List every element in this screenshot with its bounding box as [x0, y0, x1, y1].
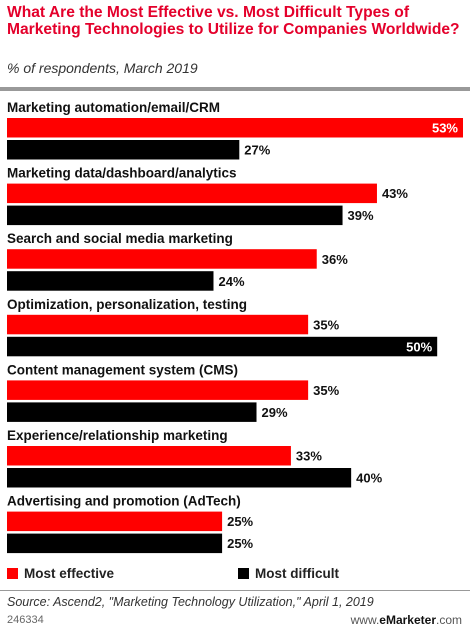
legend-item-effective: Most effective: [7, 566, 114, 581]
bar-most-difficult-marketing-data-dashboard-analytics: [7, 205, 343, 226]
data-label-most-difficult-experience-relationship-marketing: 40%: [356, 471, 382, 486]
chart-subtitle: % of respondents, March 2019: [7, 60, 198, 76]
bar-most-effective-advertising-and-promotion-adtech: [7, 511, 223, 532]
bar-most-effective-marketing-automation-email-crm: [7, 118, 463, 138]
category-label-content-management-system-cms: Content management system (CMS): [7, 362, 238, 377]
bar-most-difficult-advertising-and-promotion-adtech: [7, 533, 223, 554]
bar-most-difficult-marketing-automation-email-crm: [7, 140, 240, 160]
bar-most-difficult-search-and-social-media-marketing: [7, 271, 214, 291]
brand-suffix: .com: [435, 613, 462, 627]
chart-id: 246334: [7, 614, 44, 626]
data-label-most-effective-search-and-social-media-marketing: 36%: [322, 252, 348, 267]
legend-swatch-difficult: [238, 568, 249, 579]
data-label-most-effective-advertising-and-promotion-adtech: 25%: [227, 514, 253, 529]
legend-label-effective: Most effective: [24, 566, 115, 581]
bar-most-difficult-optimization-personalization-testing: [7, 336, 438, 357]
legend-item-difficult: Most difficult: [238, 566, 339, 581]
brand-prefix: www.: [350, 613, 380, 627]
chart-title: What Are the Most Effective vs. Most Dif…: [7, 4, 460, 38]
data-label-most-effective-content-management-system-cms: 35%: [313, 383, 339, 398]
bar-most-effective-optimization-personalization-testing: [7, 314, 309, 335]
data-label-most-difficult-marketing-data-dashboard-analytics: 39%: [348, 208, 374, 223]
data-label-most-effective-experience-relationship-marketing: 33%: [296, 449, 322, 464]
data-label-most-difficult-marketing-automation-email-crm: 27%: [244, 143, 270, 158]
bar-most-effective-content-management-system-cms: [7, 380, 309, 400]
category-label-marketing-automation-email-crm: Marketing automation/email/CRM: [7, 100, 220, 115]
category-label-experience-relationship-marketing: Experience/relationship marketing: [7, 428, 228, 443]
bar-chart: Marketing automation/email/CRM 53% 27% Mark…: [7, 100, 463, 554]
data-label-most-effective-marketing-data-dashboard-analytics: 43%: [382, 186, 408, 201]
source-note: Source: Ascend2, "Marketing Technology U…: [7, 595, 374, 609]
data-label-most-effective-optimization-personalization-testing: 35%: [313, 317, 339, 332]
category-label-optimization-personalization-testing: Optimization, personalization, testing: [7, 297, 247, 312]
bar-most-difficult-content-management-system-cms: [7, 402, 257, 422]
brand-name: eMarketer: [379, 613, 436, 627]
bottom-divider: [0, 590, 470, 591]
legend: Most effective Most difficult: [0, 562, 470, 586]
data-label-most-difficult-optimization-personalization-testing: 50%: [406, 339, 432, 354]
bar-most-effective-search-and-social-media-marketing: [7, 249, 317, 269]
data-label-most-effective-marketing-automation-email-crm: 53%: [432, 121, 458, 136]
bar-most-effective-experience-relationship-marketing: [7, 446, 291, 466]
data-label-most-difficult-advertising-and-promotion-adtech: 25%: [227, 536, 253, 551]
legend-swatch-effective: [7, 568, 18, 579]
data-label-most-difficult-content-management-system-cms: 29%: [262, 405, 288, 420]
category-label-marketing-data-dashboard-analytics: Marketing data/dashboard/analytics: [7, 166, 237, 181]
brand-logo[interactable]: www.eMarketer.com: [351, 613, 462, 627]
legend-label-difficult: Most difficult: [255, 566, 339, 581]
bar-most-effective-marketing-data-dashboard-analytics: [7, 183, 377, 204]
bar-most-difficult-experience-relationship-marketing: [7, 468, 352, 488]
top-divider: [0, 87, 470, 91]
category-label-search-and-social-media-marketing: Search and social media marketing: [7, 231, 233, 246]
category-label-advertising-and-promotion-adtech: Advertising and promotion (AdTech): [7, 494, 241, 509]
data-label-most-difficult-search-and-social-media-marketing: 24%: [218, 274, 244, 289]
